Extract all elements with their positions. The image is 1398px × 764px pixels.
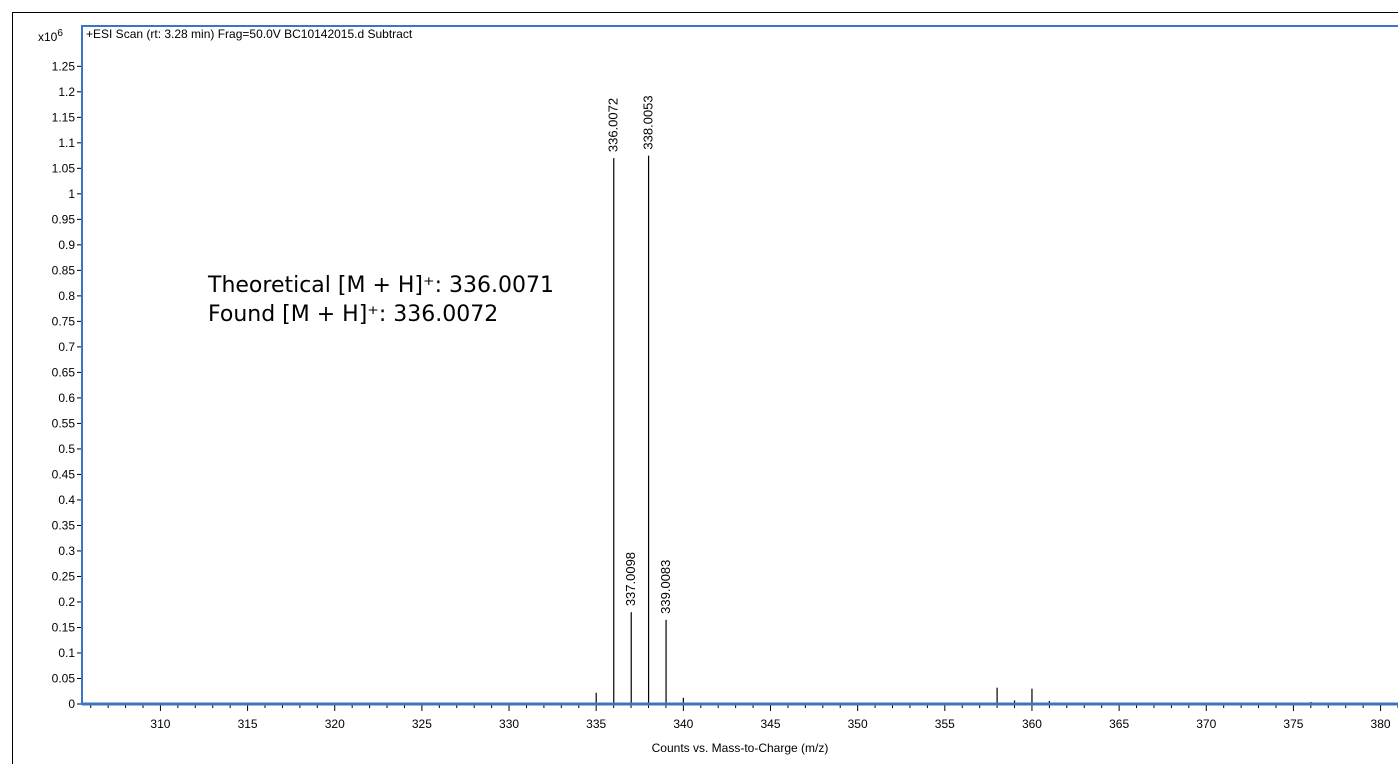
- y-tick-label: 0.2: [58, 595, 75, 609]
- peaks: [456, 155, 1312, 704]
- y-tick-label: 0.55: [52, 416, 76, 430]
- y-tick-label: 0.6: [58, 391, 75, 405]
- y-tick-label: 1.2: [58, 85, 75, 99]
- plot-area-border: [81, 25, 1398, 705]
- x-tick-label: 330: [499, 717, 519, 731]
- y-tick-label: 0.75: [52, 314, 76, 328]
- y-tick-label: 1.05: [52, 161, 76, 175]
- x-tick-label: 360: [1022, 717, 1042, 731]
- x-tick-label: 320: [325, 717, 345, 731]
- y-axis: 0 0.05 0.1 0.15 0.2 0.25 0.3 0.35 0.4 0.45 0.5 0.55…: [52, 59, 82, 711]
- y-tick-label: 0.9: [58, 238, 75, 252]
- y-tick-label: 0.15: [52, 620, 76, 634]
- peak-label: 337.0098: [623, 552, 638, 606]
- y-tick-label: 0.25: [52, 569, 76, 583]
- y-tick-label: 0.95: [52, 212, 76, 226]
- x-tick-label: 375: [1283, 717, 1303, 731]
- y-tick-label: 1: [68, 187, 75, 201]
- y-tick-label: 0.5: [58, 442, 75, 456]
- x-axis-label: Counts vs. Mass-to-Charge (m/z): [652, 741, 829, 755]
- x-tick-label: 315: [238, 717, 258, 731]
- x-tick-label: 340: [673, 717, 693, 731]
- chart-title: +ESI Scan (rt: 3.28 min) Frag=50.0V BC10…: [86, 27, 413, 41]
- x-tick-label: 310: [150, 717, 170, 731]
- y-tick-label: 0.3: [58, 544, 75, 558]
- y-tick-label: 1.25: [52, 59, 76, 73]
- y-tick-label: 0.45: [52, 467, 76, 481]
- peak-label: 336.0072: [606, 98, 621, 152]
- x-tick-label: 355: [935, 717, 955, 731]
- x-tick-label: 370: [1196, 717, 1216, 731]
- y-tick-label: 0.35: [52, 518, 76, 532]
- y-tick-label: 0.8: [58, 289, 75, 303]
- y-tick-label: 0.65: [52, 365, 76, 379]
- x-tick-label: 335: [586, 717, 606, 731]
- y-tick-label: 1.1: [58, 136, 75, 150]
- x-tick-label: 350: [848, 717, 868, 731]
- y-tick-label: 0: [68, 697, 75, 711]
- y-tick-label: 0.05: [52, 671, 76, 685]
- y-tick-label: 1.15: [52, 110, 76, 124]
- chart-frame: [12, 12, 1398, 764]
- annotation-found: Found [M + H]⁺: 336.0072: [208, 302, 498, 327]
- y-tick-label: 0.7: [58, 340, 75, 354]
- x-tick-label: 345: [760, 717, 780, 731]
- y-multiplier-exponent: 6: [57, 28, 63, 39]
- annotation-theoretical: Theoretical [M + H]⁺: 336.0071: [207, 273, 554, 298]
- y-tick-label: 0.4: [58, 493, 75, 507]
- x-axis: 310 315 320 325 330 335 340 345 350 355 360 365 370 3…: [90, 705, 1398, 731]
- peak-labels: 336.0072 337.0098 338.0053 339.0083: [606, 95, 673, 613]
- y-tick-label: 0.85: [52, 263, 76, 277]
- y-multiplier: x106: [38, 28, 63, 44]
- x-tick-label: 380: [1371, 717, 1391, 731]
- x-tick-label: 365: [1109, 717, 1129, 731]
- y-tick-label: 0.1: [58, 646, 75, 660]
- peak-label: 338.0053: [641, 95, 656, 149]
- x-tick-label: 325: [412, 717, 432, 731]
- peak-label: 339.0083: [658, 560, 673, 614]
